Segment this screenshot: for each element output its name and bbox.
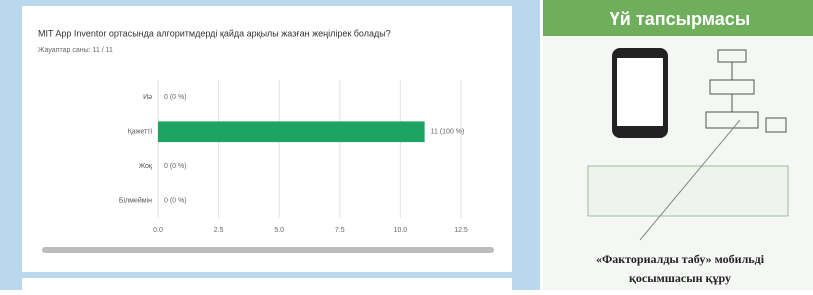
response-count: Жауаптар саны: 11 / 11: [38, 47, 113, 54]
screenshot: MIT App Inventor ортасында алгоритмдерді…: [0, 0, 813, 290]
slide-caption: қосымшасын құру: [629, 271, 731, 285]
y-tick-label: Жоқ: [139, 163, 153, 170]
scrollbar[interactable]: [42, 247, 494, 253]
slide: [543, 0, 813, 290]
y-tick-label: Иә: [143, 94, 152, 101]
x-tick-label: 10.0: [394, 227, 408, 234]
next-card: [22, 278, 512, 290]
x-tick-label: 12.5: [454, 227, 468, 234]
value-label: 0 (0 %): [164, 198, 187, 205]
x-tick-label: 7.5: [335, 227, 345, 234]
y-tick-label: Қажетті: [128, 128, 153, 136]
text-block: [588, 166, 788, 216]
phone-screen: [617, 58, 663, 126]
bar: [158, 121, 425, 142]
page: MIT App Inventor ортасында алгоритмдерді…: [0, 0, 813, 290]
slide-caption: «Факториалды табу» мобильді: [596, 252, 765, 266]
value-label: 11 (100 %): [431, 129, 465, 136]
x-tick-label: 0.0: [153, 227, 163, 234]
value-label: 0 (0 %): [164, 94, 187, 101]
question: MIT App Inventor ортасында алгоритмдерді…: [38, 28, 391, 38]
x-tick-label: 2.5: [214, 227, 224, 234]
value-label: 0 (0 %): [164, 163, 187, 170]
y-tick-label: Білмеймін: [119, 197, 152, 205]
slide-title: Үй тапсырмасы: [610, 9, 750, 29]
x-tick-label: 5.0: [274, 227, 284, 234]
